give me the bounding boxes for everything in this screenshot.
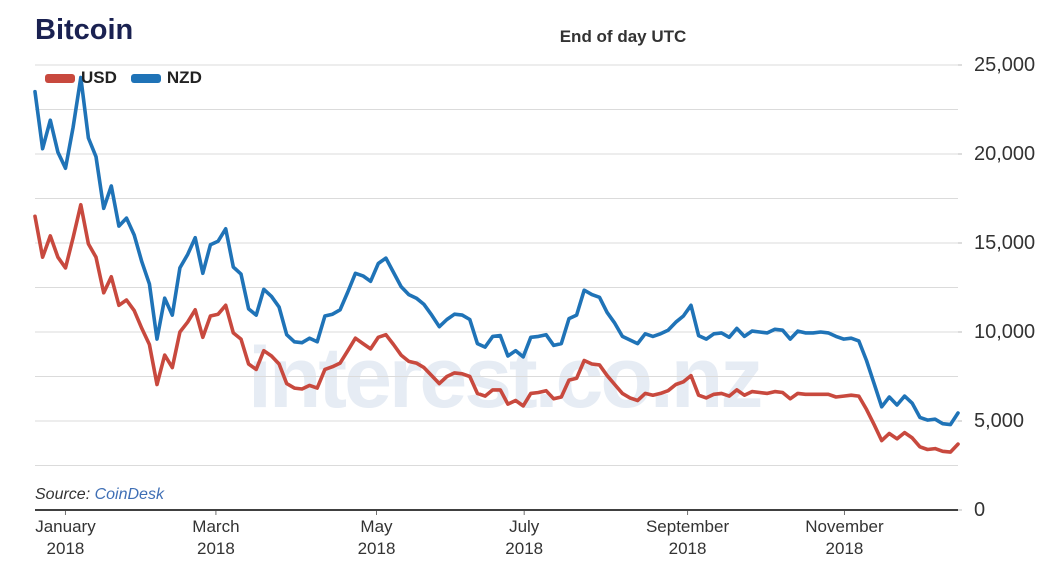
series-nzd-line — [33, 75, 960, 427]
y-axis-label: 20,000 — [974, 143, 1036, 165]
x-axis-label: January 2018 — [35, 517, 96, 559]
legend-item-usd[interactable]: USD — [45, 68, 117, 88]
y-axis-label: 15,000 — [974, 232, 1036, 254]
series-usd-line — [33, 202, 960, 454]
legend-label-nzd: NZD — [166, 68, 202, 87]
y-axis-label: 10,000 — [974, 321, 1036, 343]
legend-item-nzd[interactable]: NZD — [130, 68, 202, 88]
x-axis-label: May 2018 — [357, 517, 396, 559]
x-axis-label: November 2018 — [805, 517, 884, 559]
usd-swatch-icon — [45, 73, 75, 83]
y-axis-label: 0 — [974, 499, 986, 521]
source-label: Source: — [35, 486, 95, 503]
chart-title: Bitcoin — [35, 14, 134, 46]
x-axis-label: September 2018 — [645, 517, 730, 559]
x-axis-label: March 2018 — [192, 517, 240, 559]
y-axis-label: 5,000 — [974, 410, 1025, 432]
chart-subtitle: End of day UTC — [559, 27, 687, 46]
x-axis-label: July 2018 — [505, 517, 544, 559]
nzd-swatch-icon — [130, 73, 161, 83]
source-link[interactable]: CoinDesk — [94, 486, 164, 503]
legend: USD NZD — [45, 68, 216, 88]
legend-label-usd: USD — [81, 68, 117, 87]
source-line: Source: CoinDesk — [35, 486, 164, 504]
y-axis-label: 25,000 — [974, 54, 1036, 76]
